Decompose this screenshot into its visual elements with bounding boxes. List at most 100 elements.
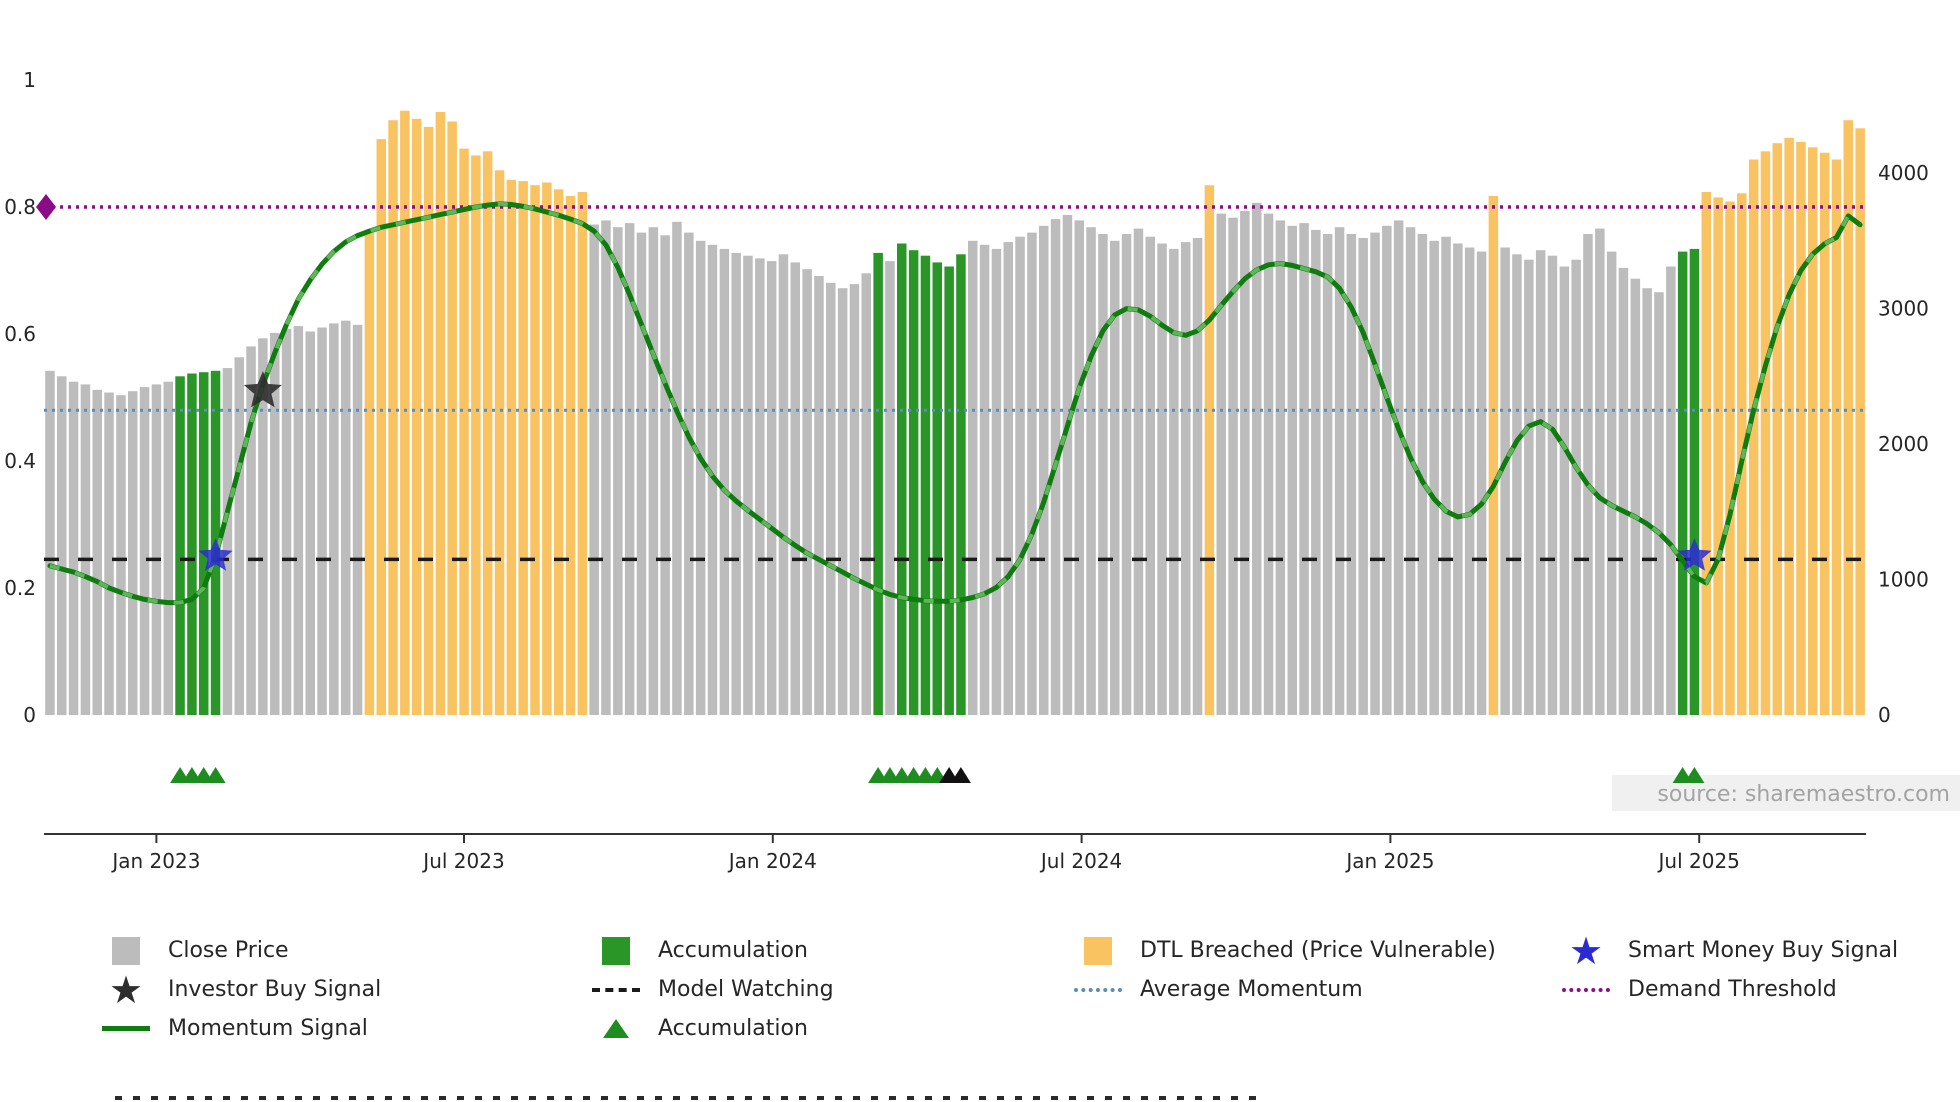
accumulation-bar [1689,248,1700,715]
dtl-breached-bar [400,110,410,715]
close-price-bar [1618,267,1629,715]
close-price-bar [1216,213,1226,715]
close-price-bar [660,235,670,716]
dtl-breached-bar [1843,120,1853,715]
left-axis-tick-label: 0.2 [4,576,36,600]
close-price-bar [1145,236,1155,715]
close-price-bar [329,323,339,715]
close-price-bar [1074,220,1084,715]
legend-item-accumulation: Accumulation [590,934,834,967]
left-axis-tick-label: 0.6 [4,322,36,346]
close-price-bar [968,240,978,716]
close-price-bar [589,224,599,715]
dtl-breached-bar [553,189,564,716]
legend-label: DTL Breached (Price Vulnerable) [1140,938,1496,963]
close-price-bar [1666,266,1676,715]
close-price-bar [1252,202,1262,716]
dtl-breached-bar [1784,137,1794,716]
close-price-bar [1322,234,1333,715]
close-price-bar [991,248,1002,715]
close-price-bar [1524,259,1534,715]
close-price-bar [258,338,268,715]
legend-item-accumulation: Accumulation [590,1012,834,1045]
accumulation-bar [956,254,966,716]
close-price-bar [1346,234,1357,715]
dtl-breached-bar [1831,159,1842,715]
close-price-swatch-icon [100,936,152,965]
legend-item-dtl-breached-price-vulnerable: DTL Breached (Price Vulnerable) [1072,934,1496,967]
close-price-bar [1110,240,1120,716]
close-price-bar [778,254,789,716]
smart-money-buy-signal-star-icon [198,538,233,571]
close-price-bar [1595,228,1605,715]
axes: 0 0.2 0.4 0.6 0.8 1 0 1000 2000 3000 4000 Jan 2023 J… [4,68,1929,873]
legend-label: Smart Money Buy Signal [1628,938,1899,963]
demand-threshold-diamond-icon [36,194,56,220]
close-price-bar [57,376,67,716]
close-price-bar [1500,247,1510,715]
dtl-breached-bar [1725,201,1735,715]
accumulation-triangle-icon [590,1019,642,1038]
accumulation-bar [199,372,209,715]
buy-signal-triangle-icon [950,767,971,783]
close-price-bar [1039,225,1049,716]
close-price-bar [1630,278,1641,715]
source-note-background [1612,775,1960,811]
close-price-bar [1571,259,1581,715]
chart-legend: Close Price ★ Investor Buy Signal Momentum … [0,928,1960,1074]
close-price-bar [1240,210,1250,715]
close-price-bar [1169,248,1179,715]
close-price-bar [293,326,304,715]
close-price-bar [731,252,741,715]
dtl-breached-bar [1808,147,1818,716]
close-price-bar [1192,238,1203,715]
x-axis-tick-label: Jan 2024 [727,849,817,873]
legend-item-model-watching: Model Watching [590,973,834,1006]
close-price-bar [790,262,800,715]
legend-label: Accumulation [658,938,808,963]
left-axis-tick-label: 0 [23,703,36,727]
left-axis-tick-label: 0.8 [4,195,36,219]
close-price-bar [1133,228,1144,715]
close-price-bar [1086,227,1096,715]
price-bars [45,110,1865,716]
close-price-bar [624,223,635,715]
close-price-bar [1311,229,1321,715]
close-price-bar [1441,236,1451,715]
dtl-breached-bar [1760,151,1771,716]
legend-label: Model Watching [658,977,834,1002]
dtl-breached-bar [376,139,386,716]
dtl-breached-bar [1488,196,1499,715]
dtl-breached-bar [423,126,434,715]
close-price-bar [234,357,244,715]
close-price-bar [1512,254,1522,716]
dtl-breached-bar [494,170,505,716]
close-price-bar [341,320,351,715]
smart-money-buy-signal-star-icon: ★ [1568,928,1604,973]
dtl-breached-bar [565,196,576,715]
legend-column: ★ Smart Money Buy Signal Demand Threshold [1560,928,1899,1012]
close-price-bar [1027,232,1037,715]
close-price-bar [139,387,150,715]
dtl-breached-bar [482,151,493,716]
legend-label: Demand Threshold [1628,977,1837,1002]
legend-label: Average Momentum [1140,977,1363,1002]
dtl-breached-bar [364,231,375,716]
right-axis-tick-label: 1000 [1878,568,1929,592]
close-price-bar [743,255,753,715]
close-price-bar [1464,247,1475,715]
investor-buy-signal-star-icon [243,371,282,408]
right-axis-tick-label: 3000 [1878,297,1929,321]
close-price-bar [305,331,315,715]
legend-label: Investor Buy Signal [168,977,382,1002]
left-axis-tick-label: 0.4 [4,449,36,473]
close-price-bar [1370,232,1380,715]
x-axis-tick-label: Jul 2024 [1039,849,1122,873]
close-price-bar [1334,227,1345,715]
close-price-bar [128,391,138,715]
dtl-breached-bar [577,192,588,715]
accumulation-swatch-icon [590,936,642,965]
close-price-bar [1393,220,1404,715]
